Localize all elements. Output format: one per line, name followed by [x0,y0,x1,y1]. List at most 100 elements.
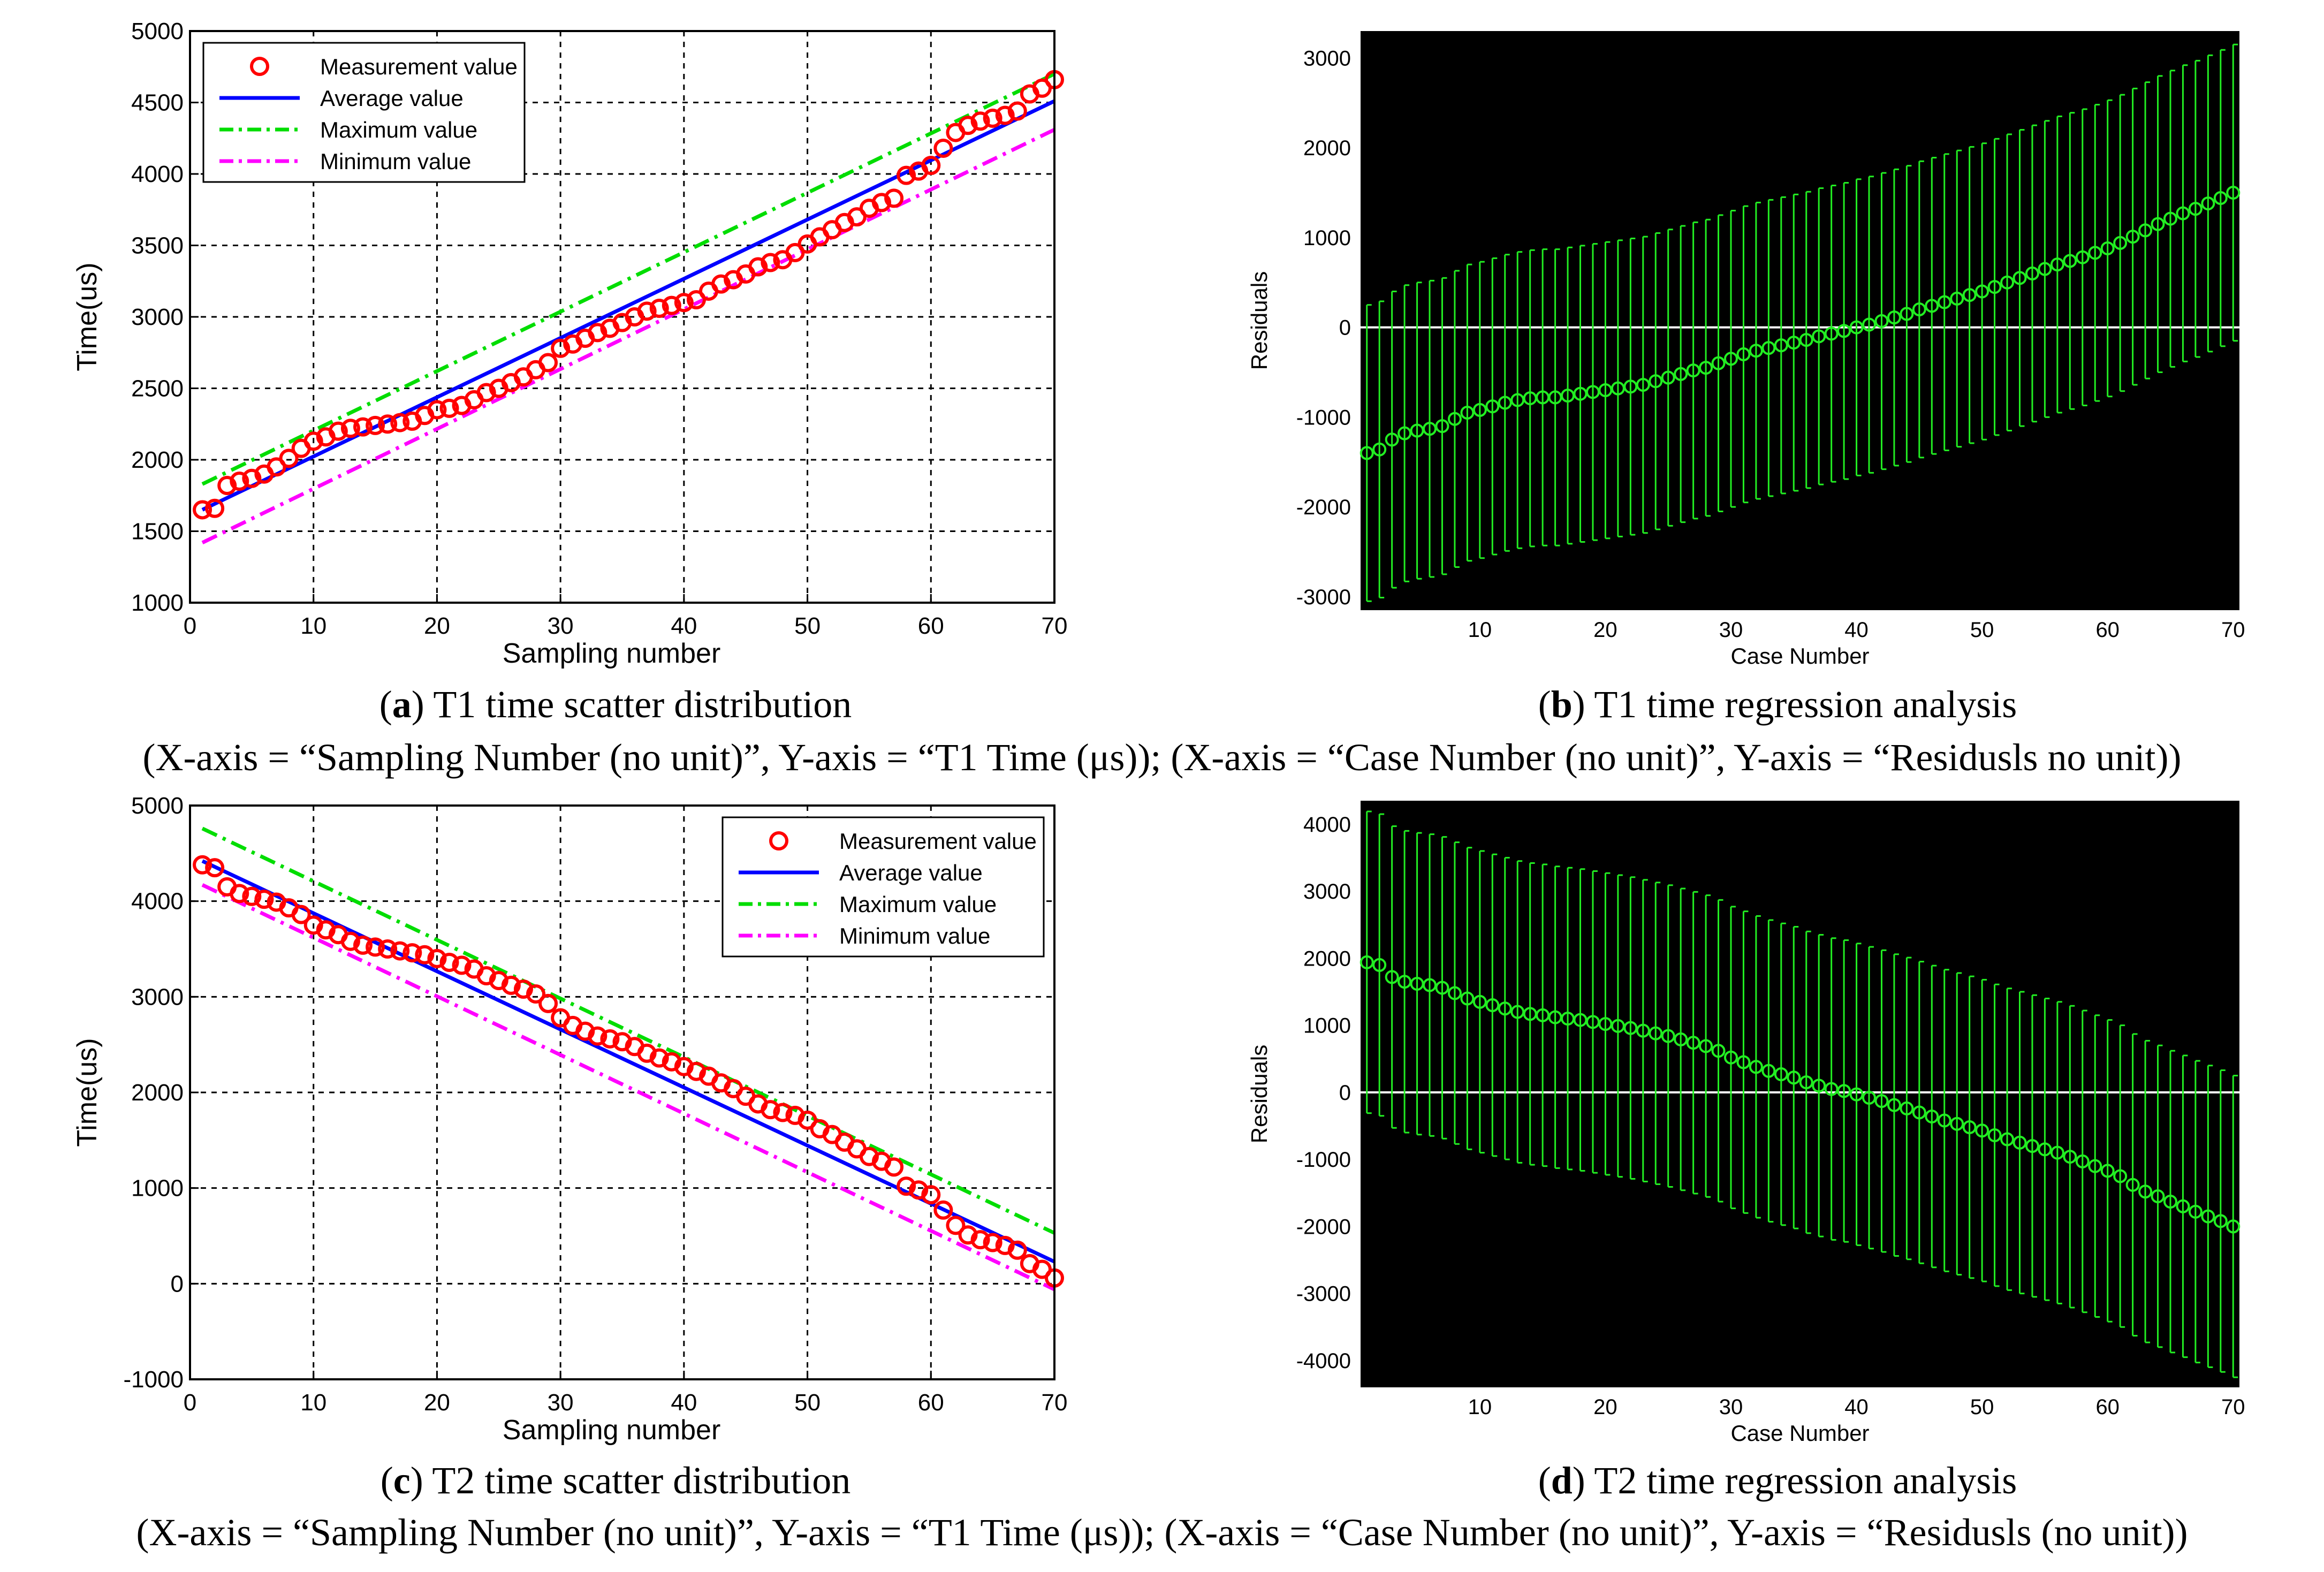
residual-point [1900,1101,1914,1115]
legend-label: Minimum value [320,149,471,174]
residual-point [1649,1026,1663,1041]
measurement-point [946,1216,966,1235]
measurement-point [353,935,373,955]
measurement-point [588,323,607,343]
residual-point [2163,1195,2177,1209]
x-tick-label: 70 [1042,613,1068,639]
legend-marker [250,57,269,76]
axis-note-row1: (X-axis = “Sampling Number (no unit)”, Y… [142,736,2182,779]
residual-point [2213,1214,2228,1228]
residual-point [1887,310,1901,325]
measurement-point [526,984,545,1004]
y-tick-label: 1000 [131,1175,184,1202]
residual-point [1699,1039,1713,1053]
residual-point [2088,1159,2102,1173]
measurement-point [427,400,447,420]
residual-point [1749,344,1763,358]
residual-point [1460,405,1475,420]
measurement-point [366,937,385,957]
residual-point [1900,307,1914,321]
residual-point [1686,363,1700,378]
residual-point [1812,1079,1826,1093]
residual-point [2000,275,2015,290]
legend-label: Average value [839,860,983,885]
measurement-point [328,421,348,441]
residual-point [2188,1204,2203,1219]
measurement-point [452,955,472,975]
residual-point [2125,1178,2140,1192]
residual-point [2000,1132,2015,1146]
residual-point [1925,299,1939,313]
x-tick-label: 30 [1719,1395,1743,1419]
x-axis-label: Case Number [1730,643,1869,669]
measurement-point [983,1233,1002,1252]
panel-c: 0 10 20 30 40 50 60 70 -1000 0 1000 2000 3000 4000 500… [0,0,1124,1572]
x-tick-label: 10 [1468,618,1492,642]
residual-point [1636,377,1650,392]
residual-point [1398,975,1412,989]
y-tick-label: 2500 [131,376,184,402]
residual-point [1661,1029,1675,1043]
residual-point [1398,426,1412,441]
series-line-minimum [201,883,1055,1292]
y-tick-label: 4000 [131,161,184,187]
residual-point [2201,196,2215,211]
residual-point [2163,211,2177,226]
residual-point [1472,403,1487,417]
y-tick-label: 0 [171,1271,184,1297]
residual-point [1423,422,1437,436]
residual-point [1849,1087,1864,1102]
residual-point [1472,994,1487,1009]
y-axis-label: Time(us) [72,262,103,371]
caption-c: (c) T2 time scatter distribution [380,1459,851,1502]
residual-point [2038,262,2052,276]
x-axis-label: Sampling number [503,638,721,669]
x-tick-label: 50 [1970,618,1994,642]
residual-point [1498,1001,1512,1016]
measurement-point [897,1176,916,1196]
x-tick-label: 30 [548,1389,574,1416]
measurement-point [303,431,323,451]
residual-point [1849,320,1864,335]
x-tick-label: 10 [300,1389,326,1416]
residual-point [1723,352,1738,366]
x-tick-label: 40 [671,613,697,639]
measurement-point [970,1230,990,1250]
y-tick-label: 5000 [131,793,184,819]
x-tick-label: 60 [2095,618,2120,642]
residual-point [2075,1154,2090,1168]
measurement-point [217,476,237,496]
residual-point [2050,257,2064,272]
measurement-point [649,1048,669,1068]
residual-point [1447,412,1462,426]
residual-point [2176,1199,2190,1213]
y-tick-label: 0 [1339,316,1351,340]
series-line-minimum [201,128,1055,545]
residual-point [1585,1015,1600,1029]
y-tick-label: 2000 [131,1080,184,1106]
y-tick-label: 4000 [1303,813,1351,837]
residual-point [1950,1117,1964,1131]
residual-point [1761,1064,1776,1078]
legend-label: Measurement value [320,54,518,79]
residual-point [1360,955,1374,969]
measurement-point [390,941,410,961]
residual-point [1674,367,1688,381]
x-tick-label: 40 [1844,1395,1869,1419]
residual-point [1611,1019,1625,1033]
caption-d-text: T2 time regression analysis [1585,1459,2017,1502]
residual-point [1649,374,1663,389]
x-tick-label: 70 [2221,618,2245,642]
measurement-point [242,468,262,488]
panel-a: 0 10 20 30 40 50 60 70 1000 1500 2000 2500 3000 3500 4… [0,0,1124,696]
x-tick-label: 50 [1970,1395,1994,1419]
legend-label: Minimum value [839,923,990,948]
residual-point [1987,280,2002,294]
residual-point [1435,419,1449,434]
y-tick-label: 3000 [1303,47,1351,70]
measurement-point [600,1029,620,1049]
residual-point [2025,266,2039,280]
residual-point [1736,1055,1751,1069]
series-line-maximum [201,826,1055,1235]
residual-point [2088,246,2102,260]
